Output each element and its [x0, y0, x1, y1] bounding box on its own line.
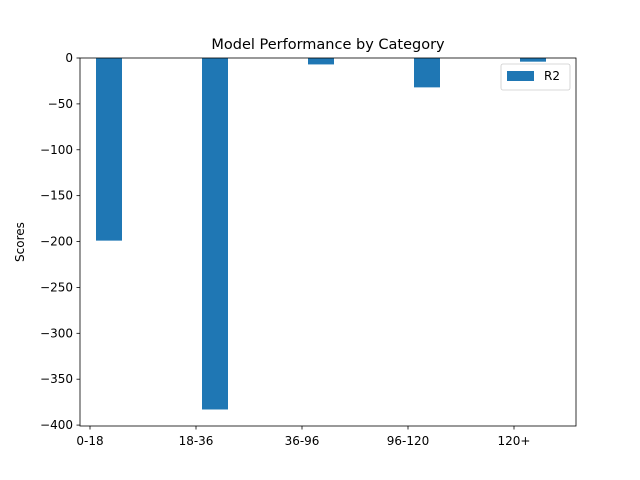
x-tick-label: 120+ [498, 434, 531, 448]
bar-0-18 [96, 58, 122, 241]
bar-18-36 [202, 58, 228, 410]
y-tick-label: −200 [40, 235, 73, 249]
axes-frame [79, 57, 577, 427]
legend-box [500, 63, 571, 91]
x-tick-label: 36-96 [285, 434, 320, 448]
legend-label: R2 [544, 69, 560, 83]
y-tick-label: −50 [48, 97, 73, 111]
y-tick-label: −150 [40, 189, 73, 203]
x-tick-label: 18-36 [179, 434, 214, 448]
y-tick-label: −100 [40, 143, 73, 157]
x-tick-label: 96-120 [387, 434, 430, 448]
bar-120+ [520, 58, 546, 62]
bar-96-120 [414, 58, 440, 88]
y-axis-label: Scores [13, 222, 27, 262]
legend: R2 [500, 63, 571, 91]
y-tick-label: −250 [40, 280, 73, 294]
y-tick-label: −400 [40, 418, 73, 432]
y-tick-label: 0 [65, 51, 73, 65]
bar-36-96 [308, 58, 334, 65]
legend-swatch [507, 71, 534, 81]
chart-title: Model Performance by Category [211, 37, 445, 53]
y-tick-label: −300 [40, 326, 73, 340]
x-tick-label: 0-18 [76, 434, 103, 448]
y-tick-label: −350 [40, 372, 73, 386]
